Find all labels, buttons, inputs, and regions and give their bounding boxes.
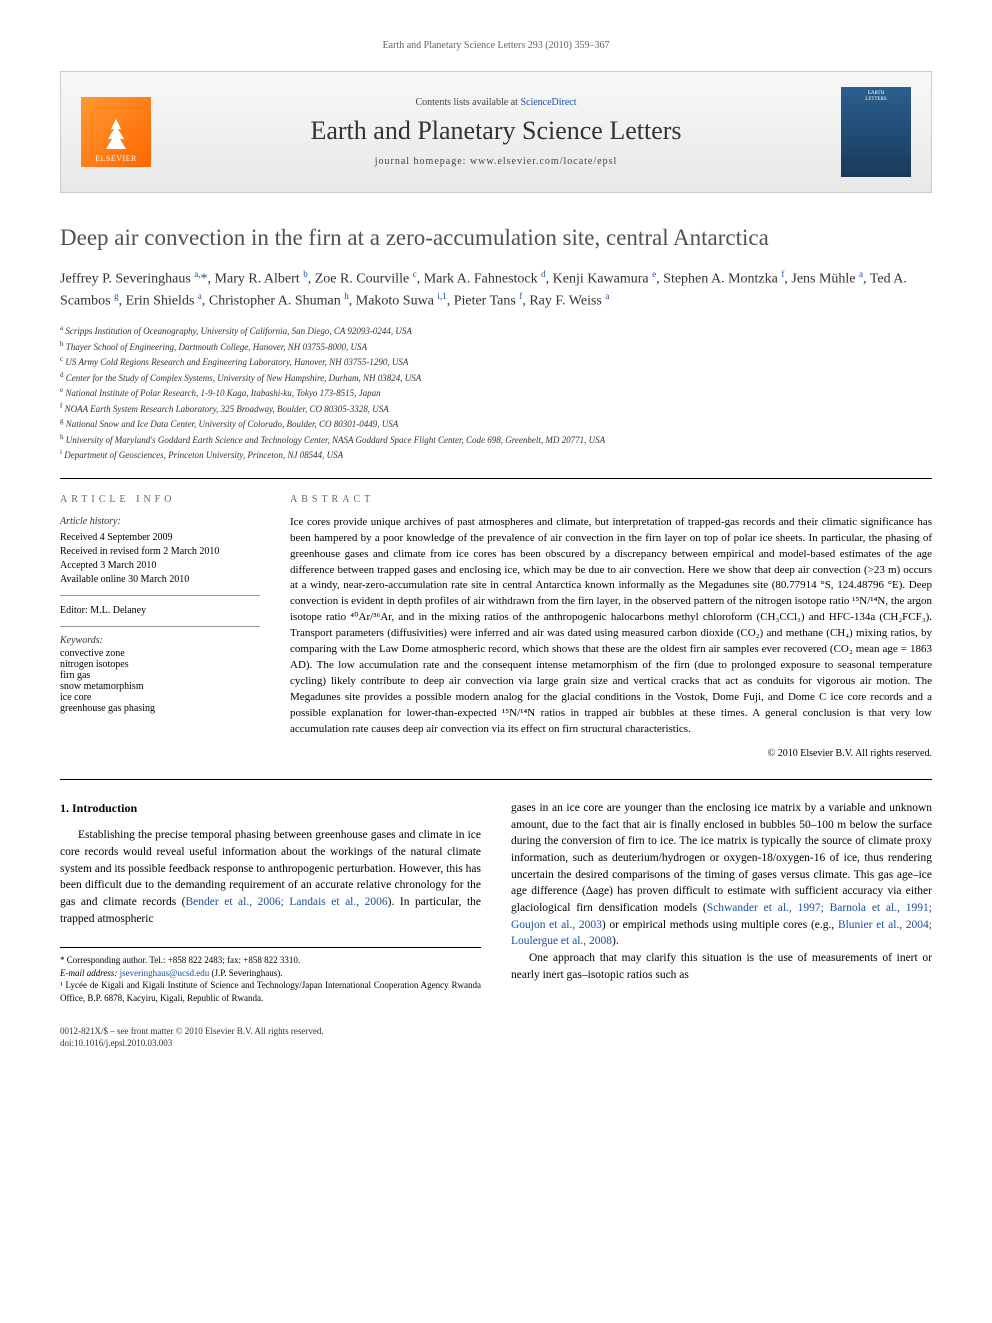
history-line: Received in revised form 2 March 2010 <box>60 545 260 559</box>
journal-cover-thumb: EARTH LETTERS <box>841 87 911 177</box>
abstract-copyright: © 2010 Elsevier B.V. All rights reserved… <box>290 748 932 759</box>
intro-right-text-3: ). <box>612 935 619 947</box>
history-block: Article history: Received 4 September 20… <box>60 515 260 596</box>
affiliation-line: c US Army Cold Regions Research and Engi… <box>60 354 932 370</box>
contents-prefix: Contents lists available at <box>415 97 520 108</box>
affiliation-line: b Thayer School of Engineering, Dartmout… <box>60 339 932 355</box>
elsevier-label: ELSEVIER <box>95 154 137 163</box>
running-header: Earth and Planetary Science Letters 293 … <box>60 40 932 51</box>
footnote-1: ¹ Lycée de Kigali and Kigali Institute o… <box>60 979 481 1004</box>
editor-line: Editor: M.L. Delaney <box>60 604 260 618</box>
intro-right-text-2: ) or empirical methods using multiple co… <box>602 919 838 931</box>
keyword-line: ice core <box>60 692 260 703</box>
keywords-block: Keywords: convective zonenitrogen isotop… <box>60 635 260 714</box>
intro-para-left: Establishing the precise temporal phasin… <box>60 827 481 927</box>
affiliation-line: f NOAA Earth System Research Laboratory,… <box>60 401 932 417</box>
abstract-text: Ice cores provide unique archives of pas… <box>290 515 932 738</box>
page-footer: 0012-821X/$ – see front matter © 2010 El… <box>60 1025 932 1050</box>
sciencedirect-link[interactable]: ScienceDirect <box>520 97 576 108</box>
editor-block: Editor: M.L. Delaney <box>60 604 260 627</box>
page-root: Earth and Planetary Science Letters 293 … <box>0 0 992 1090</box>
history-label: Article history: <box>60 515 260 529</box>
footer-line-1: 0012-821X/$ – see front matter © 2010 El… <box>60 1025 932 1038</box>
journal-homepage: journal homepage: www.elsevier.com/locat… <box>151 156 841 167</box>
affiliation-line: e National Institute of Polar Research, … <box>60 385 932 401</box>
article-info-col: ARTICLE INFO Article history: Received 4… <box>60 494 260 759</box>
footnotes: * Corresponding author. Tel.: +858 822 2… <box>60 947 481 1004</box>
contents-line: Contents lists available at ScienceDirec… <box>151 97 841 108</box>
keywords-label: Keywords: <box>60 635 260 646</box>
affiliations-list: a Scripps Institution of Oceanography, U… <box>60 323 932 463</box>
email-line: E-mail address: jseveringhaus@ucsd.edu (… <box>60 967 481 980</box>
history-line: Received 4 September 2009 <box>60 531 260 545</box>
homepage-prefix: journal homepage: <box>375 156 470 167</box>
history-line: Accepted 3 March 2010 <box>60 559 260 573</box>
body-columns: 1. Introduction Establishing the precise… <box>60 800 932 1005</box>
affiliation-line: h University of Maryland's Goddard Earth… <box>60 432 932 448</box>
journal-center: Contents lists available at ScienceDirec… <box>151 97 841 167</box>
elsevier-logo: ELSEVIER <box>81 97 151 167</box>
intro-right-text-1: gases in an ice core are younger than th… <box>511 802 932 914</box>
email-suffix: (J.P. Severinghaus). <box>211 968 282 978</box>
journal-name: Earth and Planetary Science Letters <box>151 116 841 146</box>
intro-para-right-2: One approach that may clarify this situa… <box>511 950 932 983</box>
keyword-line: convective zone <box>60 648 260 659</box>
abstract-col: ABSTRACT Ice cores provide unique archiv… <box>290 494 932 759</box>
keyword-line: nitrogen isotopes <box>60 659 260 670</box>
affiliation-line: a Scripps Institution of Oceanography, U… <box>60 323 932 339</box>
homepage-url[interactable]: www.elsevier.com/locate/epsl <box>470 156 617 167</box>
body-col-left: 1. Introduction Establishing the precise… <box>60 800 481 1005</box>
email-label: E-mail address: <box>60 968 117 978</box>
corr-author-note: * Corresponding author. Tel.: +858 822 2… <box>60 954 481 967</box>
email-link[interactable]: jseveringhaus@ucsd.edu <box>120 968 210 978</box>
history-line: Available online 30 March 2010 <box>60 573 260 587</box>
separator-above-info <box>60 478 932 479</box>
ref-bender[interactable]: Bender et al., 2006; Landais et al., 200… <box>186 896 388 908</box>
cover-subtitle: LETTERS <box>865 97 886 103</box>
info-abstract-row: ARTICLE INFO Article history: Received 4… <box>60 494 932 759</box>
footer-doi[interactable]: doi:10.1016/j.epsl.2010.03.003 <box>60 1037 932 1050</box>
affiliation-line: g National Snow and Ice Data Center, Uni… <box>60 416 932 432</box>
article-title: Deep air convection in the firn at a zer… <box>60 223 932 253</box>
elsevier-tree-icon <box>96 114 136 154</box>
keyword-line: greenhouse gas phasing <box>60 703 260 714</box>
section-1-heading: 1. Introduction <box>60 800 481 817</box>
authors-list: Jeffrey P. Severinghaus a,*, Mary R. Alb… <box>60 268 932 311</box>
keyword-line: firn gas <box>60 670 260 681</box>
abstract-heading: ABSTRACT <box>290 494 932 505</box>
body-col-right: gases in an ice core are younger than th… <box>511 800 932 1005</box>
affiliation-line: d Center for the Study of Complex System… <box>60 370 932 386</box>
keyword-line: snow metamorphism <box>60 681 260 692</box>
intro-para-right-1: gases in an ice core are younger than th… <box>511 800 932 950</box>
article-info-heading: ARTICLE INFO <box>60 494 260 505</box>
affiliation-line: i Department of Geosciences, Princeton U… <box>60 447 932 463</box>
separator-above-body <box>60 779 932 780</box>
journal-header-box: ELSEVIER Contents lists available at Sci… <box>60 71 932 193</box>
